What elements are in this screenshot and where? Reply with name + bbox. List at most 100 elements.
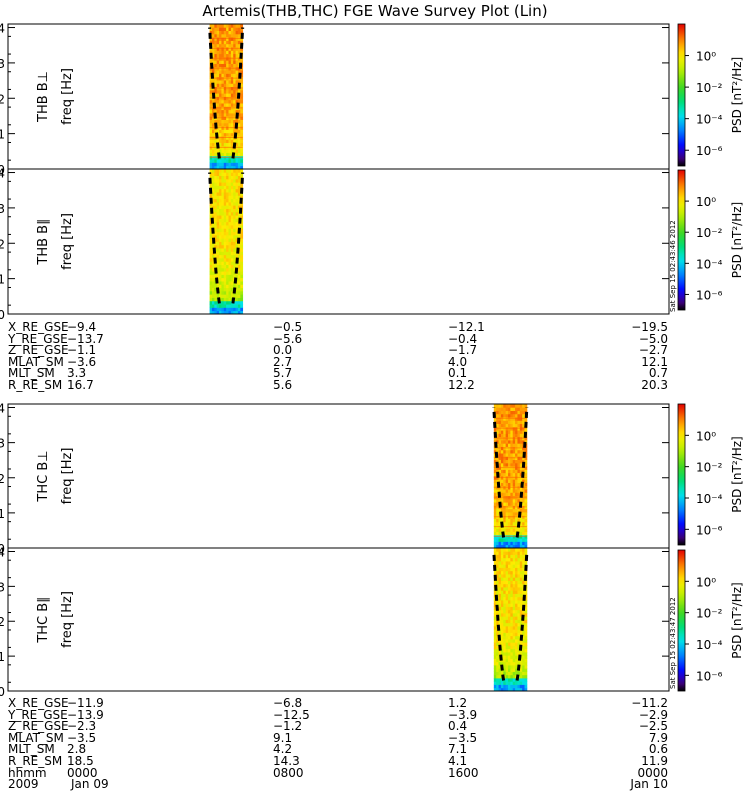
spectrogram-cell: [223, 281, 227, 285]
spectrogram-cell: [240, 257, 244, 262]
spectrogram-cell: [522, 518, 525, 523]
spectrogram-cell: [240, 109, 244, 114]
year-label: 2009: [8, 777, 39, 792]
spectrogram-cell: [503, 658, 507, 663]
spectrogram-cell: [508, 557, 511, 562]
ephemeris-label: MLT_SM: [8, 366, 55, 381]
spectrogram-cell: [493, 678, 497, 682]
spectrogram-cell: [214, 284, 218, 289]
spectrogram-cell: [230, 27, 234, 31]
spectrogram-cell: [240, 169, 244, 173]
spectrogram-cell: [219, 89, 222, 94]
spectrogram-cell: [515, 423, 518, 428]
spectrogram-cell: [235, 185, 239, 190]
spectrogram-cell: [498, 567, 502, 572]
spectrogram-cell: [510, 626, 514, 630]
spectrogram-cell: [496, 417, 499, 421]
spectrogram-cell: [219, 228, 222, 233]
spectrogram-cell: [221, 297, 225, 302]
spectrogram-cell: [517, 626, 521, 630]
spectrogram-cell: [237, 99, 241, 104]
spectrogram-cell: [500, 492, 504, 497]
spectrogram-cell: [510, 635, 514, 640]
spectrogram-cell: [517, 407, 521, 411]
spectrogram-cell: [505, 674, 509, 679]
spectrogram-cell: [230, 24, 234, 28]
boundary-curve: [515, 407, 529, 538]
spectrogram-cell: [226, 169, 229, 173]
spectrogram-cell: [240, 37, 244, 41]
spectrogram-cell: [230, 73, 234, 78]
spectrogram-cell: [237, 40, 241, 45]
spectrogram-cell: [505, 580, 509, 585]
spectrogram-cell: [500, 551, 504, 555]
spectrogram-cell: [505, 567, 509, 572]
spectrogram-cell: [522, 548, 525, 552]
spectrogram-cell: [510, 561, 514, 565]
spectrogram-cell: [517, 449, 521, 454]
spectrogram-cell: [524, 512, 528, 516]
spectrogram-cell: [496, 502, 499, 506]
spectrogram-cell: [214, 188, 218, 193]
spectrogram-cell: [240, 93, 244, 97]
spectrogram-cell: [216, 73, 220, 78]
spectrogram-cell: [221, 300, 225, 305]
spectrogram-cell: [510, 443, 514, 447]
spectrogram-cell: [233, 119, 236, 124]
ephemeris-row: MLT_SM 3.3 5.7 0.1 0.7: [8, 368, 668, 380]
spectrogram-cell: [209, 80, 213, 84]
spectrogram-cell: [223, 43, 227, 48]
spectrogram-cell: [524, 622, 528, 627]
spectrogram-cell: [498, 544, 502, 549]
spectrogram-cell: [524, 580, 528, 585]
spectrogram-cell: [223, 290, 227, 295]
spectrogram-cell: [508, 600, 511, 604]
spectrogram-cell: [515, 658, 518, 663]
spectrogram-cell: [214, 109, 218, 114]
spectrogram-cell: [235, 211, 239, 216]
spectrogram-cell: [503, 645, 507, 650]
spectrogram-cell: [228, 43, 232, 48]
spectrogram-cell: [503, 508, 507, 513]
spectrogram-cell: [211, 201, 215, 206]
spectrogram-cell: [512, 609, 516, 614]
spectrogram-cell: [226, 24, 229, 28]
spectrogram-cell: [219, 172, 222, 176]
spectrogram-cell: [505, 616, 509, 620]
spectrogram-cell: [519, 616, 523, 620]
spectrogram-cell: [510, 433, 514, 438]
spectrogram-cell: [519, 613, 523, 617]
spectrogram-cell: [500, 616, 504, 620]
spectrogram-cell: [223, 228, 227, 233]
spectrogram-cell: [524, 668, 528, 672]
spectrogram-cell: [505, 632, 509, 637]
spectrogram-cell: [209, 165, 213, 170]
spectrogram-cell: [223, 218, 227, 223]
spectrogram-cell: [498, 678, 502, 682]
spectrogram-cell: [522, 512, 525, 516]
spectrogram-cell: [503, 616, 507, 620]
spectrogram-cell: [223, 287, 227, 292]
spectrogram-cell: [524, 674, 528, 679]
spectrogram-cell: [235, 139, 239, 144]
spectrogram-cell: [510, 548, 514, 552]
spectrogram-cell: [226, 284, 229, 289]
spectrogram-cell: [500, 567, 504, 572]
spectrogram-cell: [221, 211, 225, 216]
spectrogram-cell: [524, 678, 528, 682]
spectrogram-cell: [503, 528, 507, 533]
spectrogram-cell: [228, 165, 232, 170]
spectrogram-cell: [233, 208, 236, 213]
colorbar-bar: [677, 403, 686, 546]
ephemeris-value: 0.1: [448, 366, 468, 381]
spectrogram-cell: [508, 567, 511, 572]
spectrogram-cell: [505, 678, 509, 682]
spectrogram-cell: [517, 548, 521, 552]
spectrogram-cell: [230, 122, 234, 127]
spectrogram-cell: [493, 665, 497, 669]
spectrogram-cell: [515, 538, 518, 542]
spectrogram-cell: [498, 622, 502, 627]
spectrogram-cell: [503, 449, 507, 454]
spectrogram-cell: [505, 635, 509, 640]
spectrogram-cell: [500, 453, 504, 457]
